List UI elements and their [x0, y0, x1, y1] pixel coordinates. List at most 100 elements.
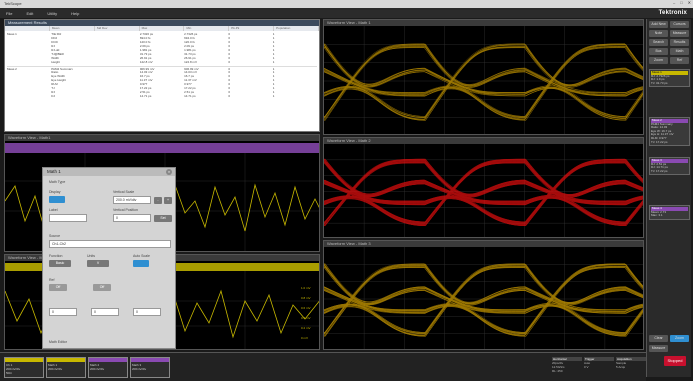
units-button[interactable]: V — [87, 260, 109, 267]
column-header[interactable]: Mean — [50, 26, 95, 31]
table-cell: 2.51 ps — [139, 90, 150, 94]
clear-button[interactable]: Clear — [649, 335, 668, 342]
eye-trace — [324, 159, 643, 226]
measurement-badge[interactable]: Meas 1 RJ: 2.7326 ps DJ: 1.9 ps TJ: 31.73 p… — [649, 69, 690, 88]
table-row[interactable]: Ratio 14.03 mV 14.03 mV 0 1 — [7, 70, 317, 74]
table-row[interactable]: DJ 14.71 ps 14.71 ps 0 1 — [7, 94, 317, 98]
auto-scale-toggle[interactable] — [133, 260, 149, 267]
scale-up-button[interactable]: + — [164, 197, 172, 204]
table-row[interactable]: TJ@BER 31.73 ps 31.73 ps 0 1 — [7, 52, 317, 56]
table-cell: 906.99 mV — [184, 67, 199, 70]
column-header[interactable]: Min — [184, 26, 230, 31]
svg-text:0 mV: 0 mV — [301, 336, 308, 340]
channel-badge[interactable]: Ch 1 200mV/div 50Ω — [4, 357, 44, 378]
ref-off-button[interactable]: Off — [49, 284, 67, 291]
eye-diagram-yellow — [324, 26, 643, 134]
channel-badge[interactable]: Math 3 200mV/div — [130, 357, 170, 378]
eye-pane-math3[interactable]: Waveform View - Math 3 — [323, 240, 644, 350]
channel-badge[interactable]: Math 2 200mV/div — [88, 357, 128, 378]
side-button-zoom[interactable]: Zoom — [649, 57, 668, 64]
table-row[interactable]: TJ 17.22 ps 17.22 ps 0 1 — [7, 86, 317, 90]
table-cell: PAM4 Summary — [51, 67, 73, 70]
badge-line: RJ: 2.7326 ps — [651, 73, 670, 78]
table-row[interactable]: Meas 2 PAM4 Summary 906.99 mV 906.99 mV 0 1 — [7, 66, 317, 70]
badge-color-bar — [5, 358, 43, 362]
eye-trace — [324, 265, 643, 337]
table-row[interactable]: Width 26.91 ps 26.91 ps 0 1 — [7, 56, 317, 60]
menu-utility[interactable]: Utility — [47, 10, 58, 16]
display-toggle[interactable] — [49, 196, 65, 203]
status-block[interactable]: Trigger Auto 0 V — [584, 357, 614, 378]
measurement-badge[interactable]: Meas 4 Mean: 2.73 Max: 3.1 — [649, 205, 690, 220]
eye-pane-math1[interactable]: Waveform View - Math 1 — [323, 19, 644, 135]
measurement-badge[interactable]: Meas 2 PAM4 Summary Ratio: 14.03 Eye W: 16.… — [649, 117, 690, 147]
column-header[interactable]: Population — [274, 26, 320, 31]
param-2-input[interactable]: 0 — [91, 308, 119, 316]
eye-trace — [324, 267, 643, 337]
side-button-cursors[interactable]: Cursors — [670, 21, 689, 28]
param-3-input[interactable]: 0 — [133, 308, 161, 316]
table-row[interactable]: DCD 120.0 fs 120.0 fs 0 1 — [7, 40, 317, 44]
label-input[interactable] — [49, 214, 87, 222]
side-button-bus[interactable]: Bus — [649, 48, 668, 55]
dialog-footer: Math Editor — [49, 340, 67, 344]
status-block[interactable]: Acquisition Sample 5 Acqs — [616, 357, 646, 378]
set-button[interactable]: Set — [154, 215, 172, 222]
table-row[interactable]: Meas 1 TIE:IDJ 2.7326 ps 2.7326 ps 0 1 — [7, 32, 317, 36]
side-button-measure[interactable]: Measure — [670, 30, 689, 37]
vertical-scale-input[interactable]: 200.0 mV/div — [113, 196, 151, 204]
column-header[interactable]: Pk-Pk — [229, 26, 275, 31]
channel-badge[interactable]: Math 1 200mV/div — [46, 357, 86, 378]
eye-trace — [324, 160, 643, 226]
table-row[interactable]: Eye Height 11.37 mV 11.37 mV 0 1 — [7, 78, 317, 82]
zoom-button[interactable]: Zoom — [670, 335, 689, 342]
table-row[interactable]: RJ 2.09 ps 2.09 ps 0 1 — [7, 44, 317, 48]
menu-help[interactable]: Help — [71, 10, 80, 16]
table-row[interactable]: Height 122.8 mV 122.8 mV 0 1 — [7, 60, 317, 64]
ref2-off-button[interactable]: Off — [93, 284, 111, 291]
run-stop-button[interactable]: Stopped — [664, 356, 686, 366]
side-button-math[interactable]: Math — [670, 48, 689, 55]
menu-edit[interactable]: Edit — [26, 10, 34, 16]
table-row[interactable]: Eye Width 16.7 ps 16.7 ps 0 1 — [7, 74, 317, 78]
vertical-position-input[interactable]: 0 — [113, 214, 151, 222]
eye-trace — [324, 158, 643, 224]
column-header[interactable]: Std Dev — [95, 26, 140, 31]
eye-pane-math2[interactable]: Waveform View - Math 2 — [323, 137, 644, 238]
side-button-results[interactable]: Results — [670, 39, 689, 46]
eye-trace — [324, 44, 643, 117]
basic-button[interactable]: Basic — [49, 260, 71, 267]
close-icon[interactable]: × — [166, 169, 172, 175]
minimize-icon[interactable]: – — [672, 0, 676, 5]
table-cell: Meas 2 — [7, 67, 17, 70]
eye-trace — [324, 264, 643, 333]
side-button-add-new[interactable]: Add New — [649, 21, 668, 28]
side-button-search[interactable]: Search — [649, 39, 668, 46]
menu-file[interactable]: File — [6, 10, 13, 16]
measurement-badge[interactable]: Meas 3 RJ: 2.51 ps DJ: 14.71 ps TJ: 17.22 p… — [649, 157, 690, 176]
close-icon[interactable]: ✕ — [687, 0, 691, 5]
side-button-note[interactable]: Note — [649, 30, 668, 37]
table-cell: 694.0 fs — [184, 36, 195, 40]
table-cell: RLM — [51, 82, 58, 86]
eye-trace — [324, 263, 643, 335]
table-row[interactable]: RLM 0.977 0.977 0 1 — [7, 82, 317, 86]
side-button-ref[interactable]: Ref — [670, 57, 689, 64]
status-heading: Trigger — [584, 357, 614, 361]
table-row[interactable]: RJ 2.51 ps 2.51 ps 0 1 — [7, 90, 317, 94]
table-cell: RJ — [51, 44, 55, 48]
function-select[interactable]: Ch1-Ch2 — [49, 240, 171, 248]
column-header[interactable]: Max — [140, 26, 185, 31]
param-1-input[interactable]: 0 — [49, 308, 77, 316]
measure-button[interactable]: Measure — [649, 345, 668, 352]
status-block[interactable]: Horizontal 20ps/div 12.5GS/s RL: 250 — [552, 357, 582, 378]
column-header[interactable] — [5, 26, 50, 31]
table-cell: 1 — [272, 60, 275, 64]
scale-down-button[interactable]: - — [154, 197, 162, 204]
table-row[interactable]: RJ-dd 1.981 ps 1.981 ps 0 1 — [7, 48, 317, 52]
table-cell: 1 — [272, 56, 275, 60]
eye-trace — [324, 45, 643, 120]
table-row[interactable]: DDJ 694.0 fs 694.0 fs 0 1 — [7, 36, 317, 40]
status-line: Auto — [584, 361, 591, 365]
maximize-icon[interactable]: □ — [680, 0, 683, 5]
